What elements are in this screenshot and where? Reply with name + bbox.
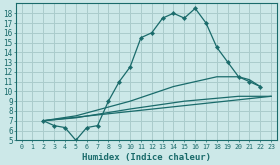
- X-axis label: Humidex (Indice chaleur): Humidex (Indice chaleur): [82, 152, 211, 162]
